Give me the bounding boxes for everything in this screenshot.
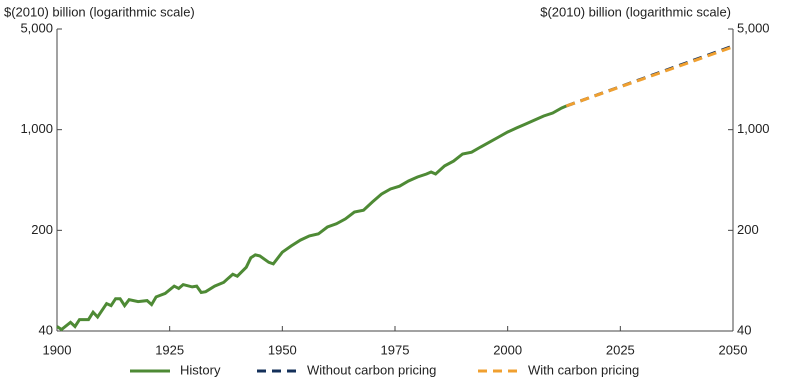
x-tick-label: 1900	[43, 342, 72, 357]
legend-label: History	[180, 362, 221, 377]
x-tick-label: 2050	[719, 342, 748, 357]
series-line	[565, 45, 734, 108]
legend-label: With carbon pricing	[528, 362, 639, 377]
series-line	[56, 104, 567, 332]
y-tick-label: 5,000	[20, 20, 53, 35]
y2-tick-label: 5,000	[737, 20, 770, 35]
x-tick-label: 1950	[268, 342, 297, 357]
x-tick-label: 2000	[493, 342, 522, 357]
y-tick-label: 200	[31, 222, 53, 237]
y-tick-label: 40	[39, 322, 53, 337]
x-tick-label: 1975	[381, 342, 410, 357]
legend-label: Without carbon pricing	[307, 362, 436, 377]
y-axis-label: $(2010) billion (logarithmic scale)	[4, 4, 195, 19]
y-tick-label: 1,000	[20, 121, 53, 136]
y2-tick-label: 1,000	[737, 121, 770, 136]
y2-tick-label: 40	[737, 322, 751, 337]
x-tick-label: 2025	[606, 342, 635, 357]
y2-tick-label: 200	[737, 222, 759, 237]
x-tick-label: 1925	[155, 342, 184, 357]
y2-axis-label: $(2010) billion (logarithmic scale)	[540, 4, 731, 19]
